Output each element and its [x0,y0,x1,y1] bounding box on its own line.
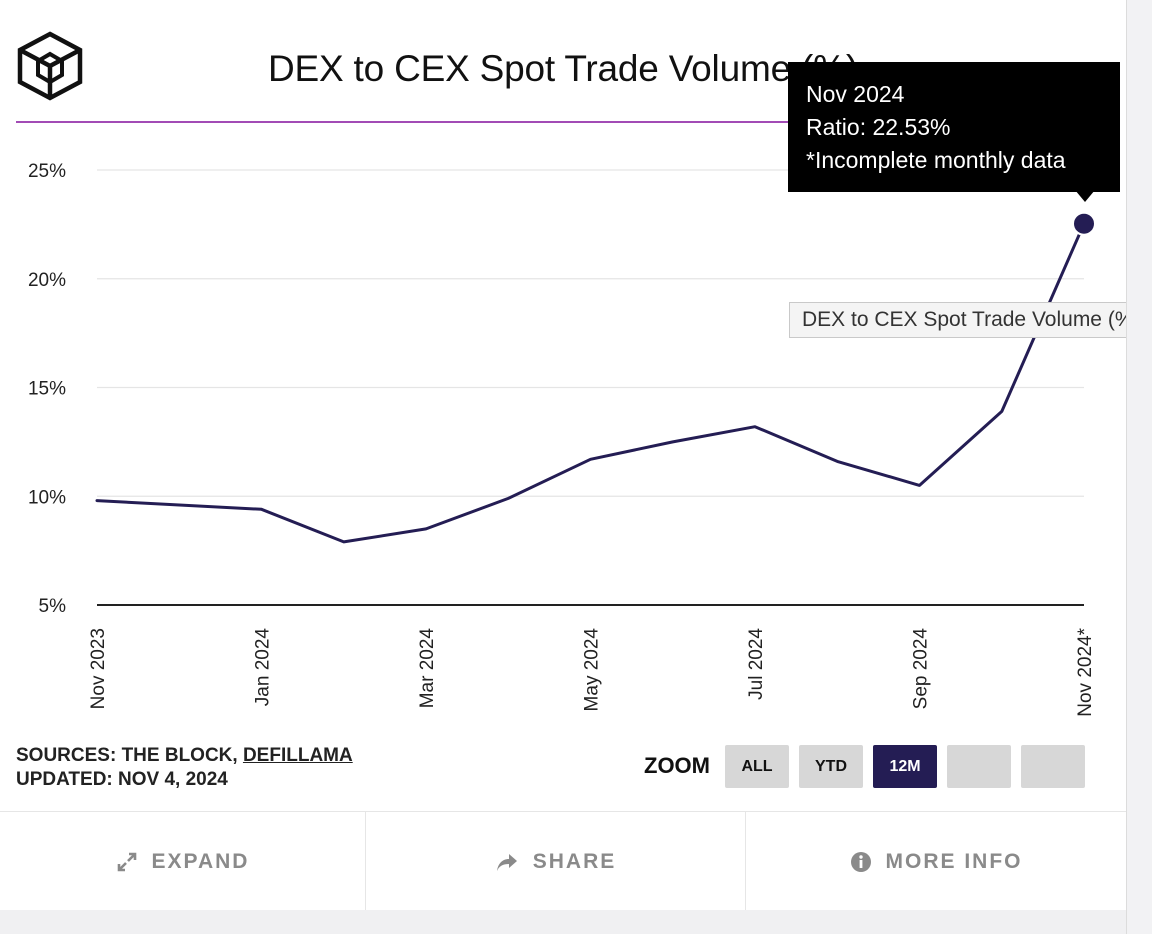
cube-logo-icon [17,31,83,101]
line-chart: 25% 20% 15% 10% 5% Nov 2023 Jan 2024 Mar 2024 Ma… [28,161,1096,717]
zoom-blank-button-1[interactable] [947,745,1011,788]
footer-divider [365,812,366,911]
x-tick-label: Sep 2024 [911,628,932,710]
expand-arrows-icon [117,852,136,871]
sources-line: SOURCES: THE BLOCK, DEFILLAMA [16,744,353,768]
tooltip-note: *Incomplete monthly data [806,147,1066,173]
zoom-all-button[interactable]: ALL [725,745,789,788]
sources-block: SOURCES: THE BLOCK, DEFILLAMA UPDATED: N… [16,744,353,792]
y-tick-label: 25% [28,161,66,182]
page-bottom-strip [0,910,1126,934]
y-tick-label: 15% [28,379,66,400]
title-divider [16,121,1084,123]
tooltip-ratio: Ratio: 22.53% [806,114,951,140]
page-scrollbar[interactable] [1126,0,1152,934]
y-tick-label: 5% [39,596,67,617]
x-tick-label: May 2024 [582,628,603,712]
y-tick-label: 20% [28,270,66,291]
expand-button[interactable]: EXPAND [0,812,365,911]
x-tick-label: Jan 2024 [253,628,274,707]
more-info-label: MORE INFO [885,849,1023,873]
x-tick-label: Nov 2024* [1075,627,1096,716]
share-button[interactable]: SHARE [366,812,745,911]
zoom-12m-button[interactable]: 12M [873,745,937,788]
zoom-label: ZOOM [644,753,710,778]
share-arrow-icon [496,853,517,871]
zoom-blank-button-2[interactable] [1021,745,1085,788]
x-tick-label: Nov 2023 [88,628,109,709]
share-label: SHARE [532,849,617,873]
zoom-ytd-button[interactable]: YTD [799,745,863,788]
tooltip-arrow [1075,190,1095,202]
series-hover-label: DEX to CEX Spot Trade Volume (%) [789,302,1152,338]
data-tooltip: Nov 2024 Ratio: 22.53% *Incomplete month… [788,62,1120,192]
info-circle-icon [850,851,871,872]
expand-label: EXPAND [151,849,250,873]
highlighted-data-point [1072,211,1096,236]
x-tick-label: Mar 2024 [417,628,438,709]
y-tick-label: 10% [28,487,66,508]
more-info-button[interactable]: MORE INFO [746,812,1126,911]
x-tick-label: Jul 2024 [746,628,767,700]
series-line [95,222,1086,544]
chart-title: DEX to CEX Spot Trade Volume (%) [268,48,858,89]
footer-actions: EXPAND SHARE MORE INFO [0,811,1126,911]
footer-divider [745,812,746,911]
chart-card: DEX to CEX Spot Trade Volume (%) 25% 20% 1… [0,31,1152,911]
tooltip-month: Nov 2024 [806,81,905,107]
defillama-link[interactable]: DEFILLAMA [242,745,353,766]
sources-prefix: SOURCES: THE BLOCK, [16,745,243,766]
updated-date: UPDATED: NOV 4, 2024 [16,769,228,790]
